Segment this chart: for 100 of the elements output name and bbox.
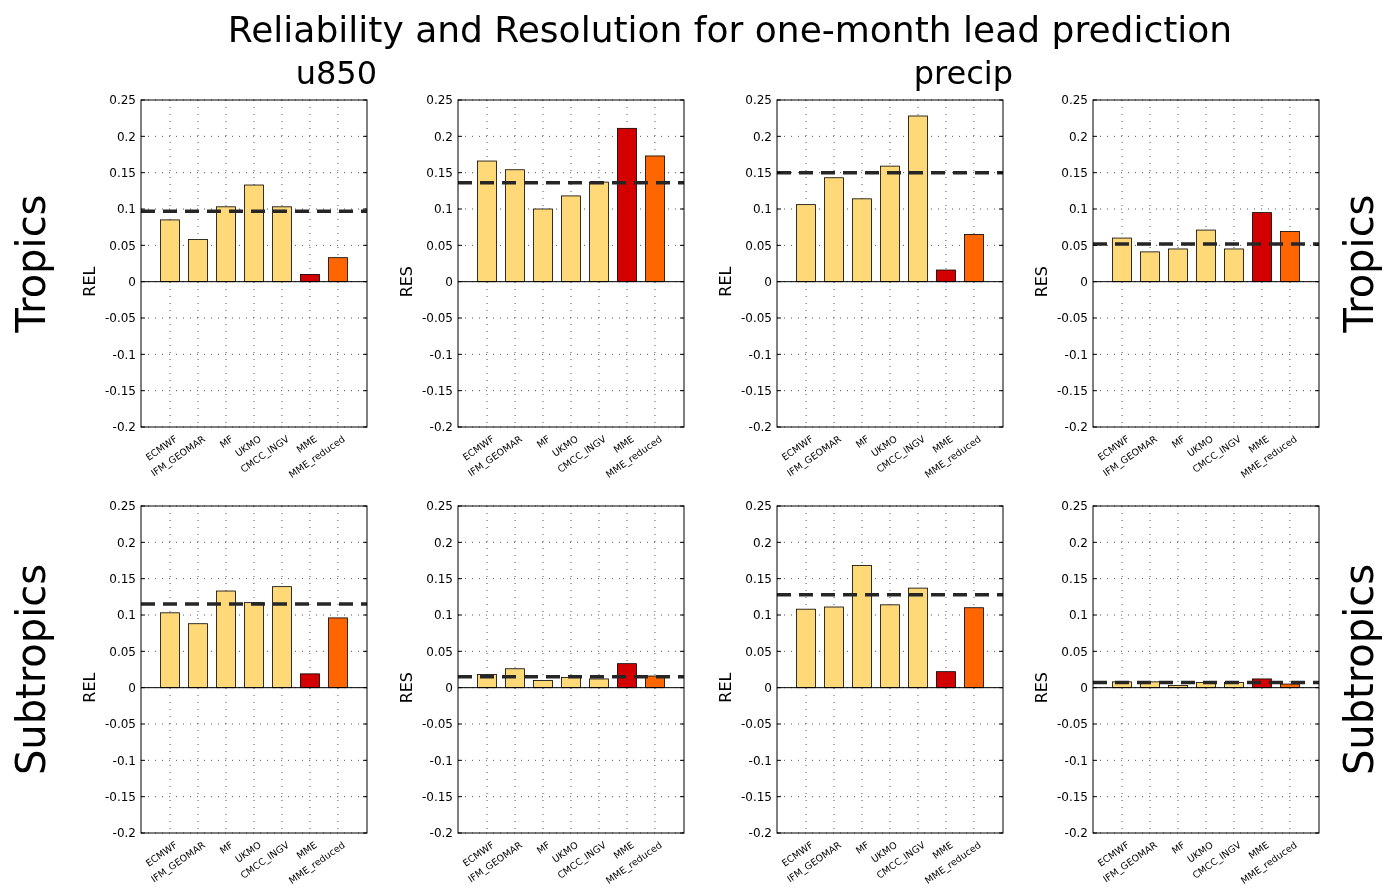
y-tick-label: -0.1 <box>748 347 772 362</box>
y-tick-label: 0.2 <box>116 535 136 550</box>
y-tick-label: 0.2 <box>752 535 772 550</box>
y-tick-label: 0.05 <box>1061 644 1088 659</box>
y-tick-label: 0.15 <box>745 165 772 180</box>
y-tick-label: -0.15 <box>421 383 453 398</box>
y-tick-label: -0.1 <box>112 753 136 768</box>
y-tick-label: 0.15 <box>426 571 453 586</box>
y-tick-label: -0.15 <box>1056 383 1088 398</box>
y-tick-label: 0.15 <box>109 165 136 180</box>
y-tick-label: 0.25 <box>426 93 453 108</box>
y-tick-label: 0 <box>764 274 772 289</box>
x-tick-label: MF <box>853 839 871 856</box>
y-tick-label: 0.1 <box>433 202 453 217</box>
x-tick-label: MF <box>1169 839 1187 856</box>
y-tick-label: -0.2 <box>748 826 772 841</box>
y-axis-title: RES <box>1032 671 1051 704</box>
y-tick-label: -0.05 <box>421 717 453 732</box>
y-tick-label: 0.1 <box>116 202 136 217</box>
y-tick-label: -0.1 <box>748 753 772 768</box>
y-tick-label: -0.15 <box>740 789 772 804</box>
y-tick-label: -0.1 <box>429 347 453 362</box>
y-tick-label: 0.1 <box>433 608 453 623</box>
y-tick-label: 0.25 <box>426 499 453 514</box>
y-tick-label: 0.25 <box>745 499 772 514</box>
y-tick-label: 0.15 <box>745 571 772 586</box>
y-tick-label: 0.1 <box>752 608 772 623</box>
y-tick-label: -0.2 <box>1064 826 1088 841</box>
text: Subtropics <box>8 563 54 776</box>
y-axis-title: REL <box>80 266 99 297</box>
y-tick-label: 0 <box>1080 680 1088 695</box>
y-tick-label: -0.1 <box>112 347 136 362</box>
chart-subtitle: precip <box>913 54 1013 92</box>
x-tick-label: MF <box>1169 433 1187 450</box>
y-tick-label: 0.2 <box>433 129 453 144</box>
y-tick-label: -0.2 <box>112 420 136 435</box>
x-tick-label: MF <box>853 433 871 450</box>
x-tick-label: MF <box>534 839 552 856</box>
y-tick-label: -0.1 <box>1064 753 1088 768</box>
y-tick-label: -0.05 <box>421 311 453 326</box>
y-tick-label: -0.05 <box>1056 311 1088 326</box>
y-tick-label: 0.05 <box>745 238 772 253</box>
y-tick-label: -0.2 <box>429 826 453 841</box>
text: Subtropics <box>1336 563 1382 776</box>
y-tick-label: -0.15 <box>104 789 136 804</box>
y-tick-label: -0.05 <box>104 311 136 326</box>
y-tick-label: -0.05 <box>740 717 772 732</box>
y-tick-label: 0.05 <box>1061 238 1088 253</box>
y-tick-label: 0.2 <box>116 129 136 144</box>
y-tick-label: 0.2 <box>1068 129 1088 144</box>
y-tick-label: 0 <box>128 274 136 289</box>
y-tick-label: 0.05 <box>109 238 136 253</box>
y-tick-label: -0.2 <box>429 420 453 435</box>
y-tick-label: 0.25 <box>1061 93 1088 108</box>
y-tick-label: 0 <box>764 680 772 695</box>
y-tick-label: 0.2 <box>433 535 453 550</box>
y-axis-title: REL <box>80 672 99 703</box>
y-tick-label: 0.05 <box>745 644 772 659</box>
y-tick-label: -0.15 <box>1056 789 1088 804</box>
y-tick-label: 0 <box>1080 274 1088 289</box>
text: Tropics <box>8 194 54 334</box>
y-axis-title: REL <box>716 266 735 297</box>
y-tick-label: -0.15 <box>740 383 772 398</box>
y-tick-label: -0.05 <box>1056 717 1088 732</box>
x-tick-label: MF <box>534 433 552 450</box>
y-tick-label: -0.05 <box>740 311 772 326</box>
text: Reliability and Resolution for one-month lead prediction <box>227 9 1233 50</box>
y-tick-label: -0.1 <box>429 753 453 768</box>
y-tick-label: 0 <box>445 274 453 289</box>
x-tick-label: MF <box>217 839 235 856</box>
y-tick-label: 0.2 <box>752 129 772 144</box>
y-tick-label: -0.2 <box>748 420 772 435</box>
y-tick-label: 0.1 <box>1068 608 1088 623</box>
y-tick-label: -0.05 <box>104 717 136 732</box>
y-tick-label: 0.25 <box>745 93 772 108</box>
y-axis-title: RES <box>397 671 416 704</box>
y-tick-label: 0.1 <box>752 202 772 217</box>
y-tick-label: 0.25 <box>1061 499 1088 514</box>
y-tick-label: 0.25 <box>109 499 136 514</box>
x-tick-label: MF <box>217 433 235 450</box>
y-tick-label: 0.15 <box>1061 571 1088 586</box>
text: Tropics <box>1336 194 1382 334</box>
y-tick-label: 0 <box>128 680 136 695</box>
y-tick-label: 0.05 <box>109 644 136 659</box>
y-tick-label: -0.2 <box>112 826 136 841</box>
y-tick-label: 0 <box>445 680 453 695</box>
y-tick-label: 0.2 <box>1068 535 1088 550</box>
y-tick-label: -0.2 <box>1064 420 1088 435</box>
y-axis-title: RES <box>1032 265 1051 298</box>
y-tick-label: 0.15 <box>426 165 453 180</box>
y-tick-label: -0.15 <box>421 789 453 804</box>
y-axis-title: REL <box>716 672 735 703</box>
y-tick-label: -0.15 <box>104 383 136 398</box>
y-axis-title: RES <box>397 265 416 298</box>
y-tick-label: 0.25 <box>109 93 136 108</box>
y-tick-label: 0.05 <box>426 644 453 659</box>
y-tick-label: -0.1 <box>1064 347 1088 362</box>
y-tick-label: 0.1 <box>116 608 136 623</box>
y-tick-label: 0.05 <box>426 238 453 253</box>
chart-subtitle: u850 <box>295 54 377 92</box>
